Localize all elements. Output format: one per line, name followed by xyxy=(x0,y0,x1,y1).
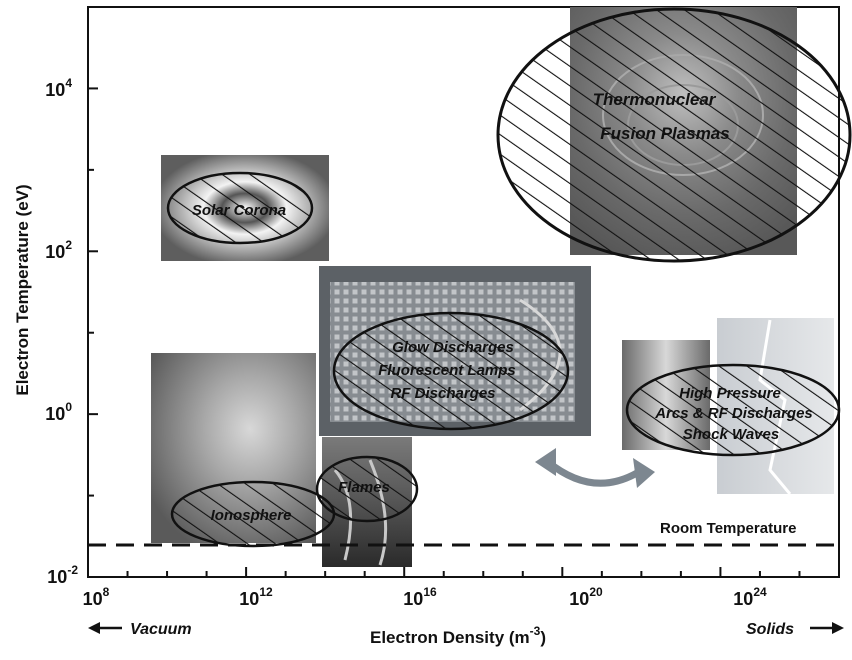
x-tick-1e24: 1024 xyxy=(733,585,767,609)
label-glow-2: Fluorescent Lamps xyxy=(378,362,516,379)
label-thermonuclear-2: Fusion Plasmas xyxy=(600,124,729,143)
region-solar-corona xyxy=(166,171,314,245)
label-glow-1: Glow Discharges xyxy=(392,339,514,356)
axis-ticks xyxy=(87,6,840,578)
y-tick-1e2: 102 xyxy=(45,238,72,262)
y-tick-1e4: 104 xyxy=(45,76,72,100)
region-high-pressure xyxy=(625,363,841,457)
label-high-pressure-1: High Pressure xyxy=(679,385,781,402)
x-tick-1e12: 1012 xyxy=(239,585,273,609)
label-solar-corona: Solar Corona xyxy=(192,202,286,219)
x-tick-1e20: 1020 xyxy=(569,585,603,609)
region-thermonuclear xyxy=(496,7,852,263)
region-flames xyxy=(315,455,419,523)
y-axis-title: Electron Temperature (eV) xyxy=(13,184,32,395)
vacuum-arrow xyxy=(88,622,122,634)
label-thermonuclear-1: Thermonuclear xyxy=(593,90,717,109)
solids-arrow xyxy=(810,622,844,634)
room-temperature-label: Room Temperature xyxy=(660,520,796,537)
label-high-pressure-3: Shock Waves xyxy=(683,426,779,443)
x-tick-1e8: 108 xyxy=(83,585,110,609)
vacuum-label: Vacuum xyxy=(130,621,192,638)
region-glow-discharges xyxy=(332,311,570,431)
y-tick-1e0: 100 xyxy=(45,400,72,424)
label-flames: Flames xyxy=(338,479,390,496)
label-glow-3: RF Discharges xyxy=(390,385,495,402)
x-axis-title: Electron Density (m-3) xyxy=(370,624,546,647)
y-tick-1e-2: 10-2 xyxy=(47,563,78,587)
label-ionosphere: Ionosphere xyxy=(211,507,292,524)
plot-frame xyxy=(87,6,840,578)
double-arrow xyxy=(535,448,655,488)
x-tick-1e16: 1016 xyxy=(403,585,437,609)
label-high-pressure-2: Arcs & RF Discharges xyxy=(654,405,813,422)
solids-label: Solids xyxy=(746,621,794,638)
